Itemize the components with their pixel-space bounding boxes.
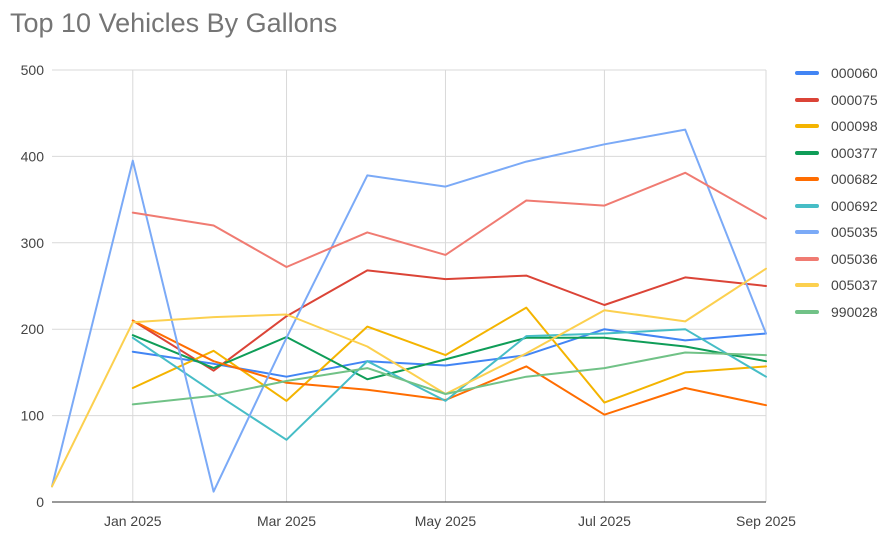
series-lines <box>51 128 767 493</box>
y-tick-label: 200 <box>21 321 45 337</box>
x-tick-label: Jan 2025 <box>104 513 162 529</box>
series-line-000377 <box>131 334 767 381</box>
y-tick-label: 300 <box>21 235 45 251</box>
legend-item-000075[interactable]: 000075 <box>795 87 878 114</box>
legend-swatch <box>795 230 819 235</box>
legend-label: 000692 <box>831 197 878 214</box>
series-line-005036 <box>131 171 767 268</box>
legend-item-000060[interactable]: 000060 <box>795 60 878 87</box>
y-tick-label: 500 <box>21 62 45 78</box>
vertical-gridlines <box>132 70 767 502</box>
legend-swatch <box>795 177 819 182</box>
legend-item-000098[interactable]: 000098 <box>795 113 878 140</box>
y-tick-label: 100 <box>21 408 45 424</box>
series-line-000692 <box>131 328 767 441</box>
legend-label: 990028 <box>831 303 878 320</box>
legend-label: 005035 <box>831 224 878 241</box>
legend-swatch <box>795 283 819 288</box>
legend-label: 005036 <box>831 250 878 267</box>
legend-item-000377[interactable]: 000377 <box>795 140 878 167</box>
legend-swatch <box>795 124 819 129</box>
series-line-000075 <box>131 269 767 372</box>
legend-swatch <box>795 309 819 314</box>
x-tick-label: Mar 2025 <box>257 513 316 529</box>
x-tick-label: Jul 2025 <box>578 513 631 529</box>
legend-label: 000060 <box>831 65 878 82</box>
legend-item-005036[interactable]: 005036 <box>795 246 878 273</box>
chart-title: Top 10 Vehicles By Gallons <box>10 8 338 38</box>
horizontal-gridlines <box>52 69 766 417</box>
x-tick-label: Sep 2025 <box>736 513 796 529</box>
legend-swatch <box>795 256 819 261</box>
y-axis-ticks: 0 100 200 300 400 500 <box>21 62 45 510</box>
x-tick-label: May 2025 <box>415 513 477 529</box>
legend-label: 000098 <box>831 118 878 135</box>
legend-label: 000377 <box>831 144 878 161</box>
legend-item-000692[interactable]: 000692 <box>795 193 878 220</box>
legend-swatch <box>795 150 819 155</box>
legend-item-005037[interactable]: 005037 <box>795 272 878 299</box>
legend-swatch <box>795 97 819 102</box>
series-line-990028 <box>131 351 767 406</box>
legend-item-005035[interactable]: 005035 <box>795 219 878 246</box>
legend-swatch <box>795 203 819 208</box>
legend-item-000682[interactable]: 000682 <box>795 166 878 193</box>
legend-swatch <box>795 71 819 76</box>
x-axis-ticks: Jan 2025 Mar 2025 May 2025 Jul 2025 Sep 2025 <box>104 513 796 529</box>
series-line-005035 <box>51 128 767 493</box>
legend-label: 005037 <box>831 277 878 294</box>
legend: 000060 000075 000098 000377 000682 000692 0050… <box>795 60 878 325</box>
legend-item-990028[interactable]: 990028 <box>795 299 878 326</box>
y-tick-label: 400 <box>21 148 45 164</box>
y-tick-label: 0 <box>36 494 44 510</box>
legend-label: 000682 <box>831 171 878 188</box>
legend-label: 000075 <box>831 91 878 108</box>
series-line-005037 <box>51 267 767 488</box>
